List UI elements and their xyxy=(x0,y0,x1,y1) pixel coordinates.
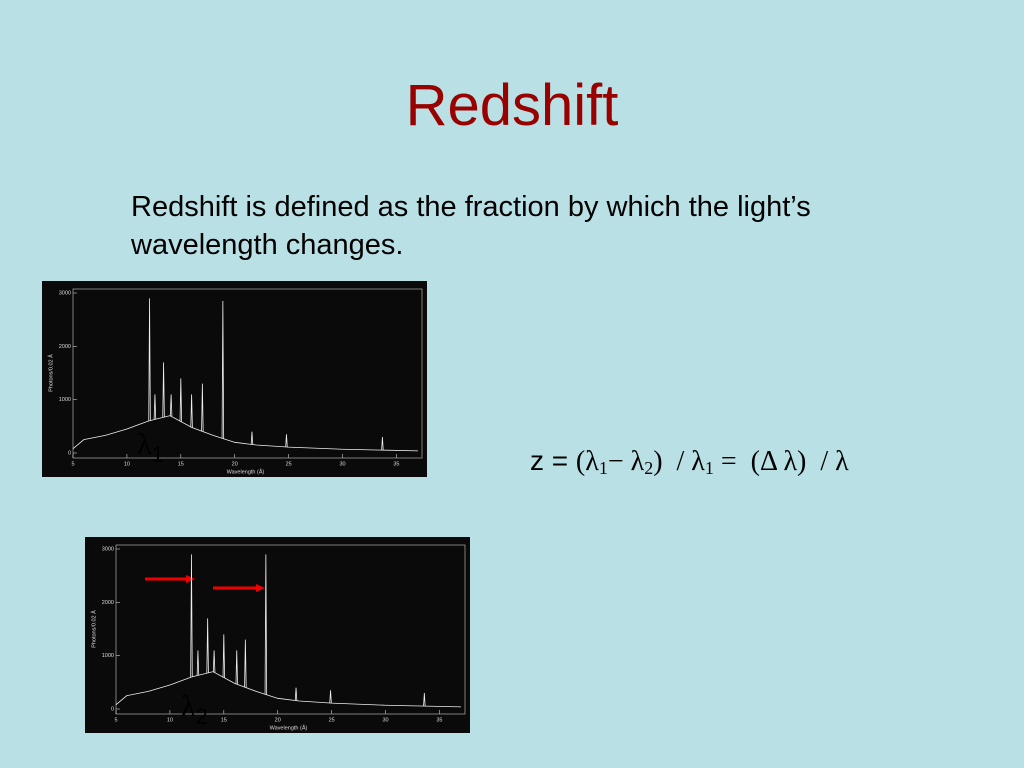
emission-line xyxy=(285,434,288,448)
formula-part: − λ xyxy=(607,446,645,477)
formula-part: (λ xyxy=(575,446,599,477)
x-tick-label: 30 xyxy=(382,717,388,723)
y-tick-label: 1000 xyxy=(102,653,114,659)
emission-line xyxy=(423,692,426,707)
emission-line xyxy=(190,554,193,678)
emission-line xyxy=(221,300,225,439)
formula-sub: 1 xyxy=(598,458,608,478)
lambda-marker: λ2 xyxy=(181,690,208,730)
emission-line xyxy=(329,690,332,704)
emission-line xyxy=(162,362,165,418)
formula-lead: z = xyxy=(530,445,576,476)
x-tick-label: 15 xyxy=(178,461,184,467)
y-tick-label: 2000 xyxy=(102,600,114,606)
emission-line xyxy=(148,298,151,421)
x-tick-label: 5 xyxy=(114,717,117,723)
arrow-head xyxy=(186,575,195,583)
y-tick-label: 2000 xyxy=(59,344,71,350)
slide-title: Redshift xyxy=(405,73,619,138)
spectrum-panel: 5 10 15 20 25 30 35 0 1000 2000 3000 Wavelength (Å)… xyxy=(42,281,427,477)
x-axis-label: Wavelength (Å) xyxy=(270,724,308,731)
emission-line xyxy=(264,554,268,695)
emission-line xyxy=(381,436,384,451)
emission-line xyxy=(196,650,200,676)
spectrum-panel: 5 10 15 20 25 30 35 0 1000 2000 3000 Wavelength (Å)… xyxy=(85,537,470,733)
formula-part: = (Δ λ) / λ xyxy=(713,446,849,477)
x-tick-label: 20 xyxy=(232,461,238,467)
x-tick-label: 35 xyxy=(436,717,442,723)
x-tick-label: 10 xyxy=(167,717,173,723)
marker-sub: 2 xyxy=(195,704,208,729)
x-tick-label: 25 xyxy=(329,717,335,723)
formula: z = (λ1− λ2) / λ1 = (Δ λ) / λ xyxy=(530,445,849,479)
arrow-head xyxy=(256,584,265,592)
x-tick-label: 5 xyxy=(71,461,74,467)
plot-frame xyxy=(72,288,423,459)
emission-line xyxy=(190,394,193,428)
arrows xyxy=(145,575,265,592)
y-tick-label: 1000 xyxy=(59,397,71,403)
emission-line xyxy=(206,618,209,674)
y-tick-label: 0 xyxy=(111,706,114,712)
continuum xyxy=(72,415,419,452)
emission-line xyxy=(153,394,157,420)
marker-sub: 1 xyxy=(151,442,164,467)
x-tick-label: 25 xyxy=(286,461,292,467)
x-axis-label: Wavelength (Å) xyxy=(227,468,265,475)
marker-symbol: λ xyxy=(137,428,152,461)
x-tick-label: 30 xyxy=(339,461,345,467)
emission-line xyxy=(250,431,254,445)
emission-line xyxy=(201,383,204,432)
emission-line xyxy=(244,639,247,688)
continuum xyxy=(115,671,462,708)
marker-symbol: λ xyxy=(181,690,196,723)
emission-line xyxy=(235,650,238,685)
emission-line xyxy=(294,687,298,701)
y-tick-label: 3000 xyxy=(102,546,114,552)
emission-line xyxy=(179,378,183,422)
emission-line xyxy=(169,394,173,417)
x-tick-label: 20 xyxy=(275,717,281,723)
emission-line xyxy=(212,650,216,673)
formula-sub: 1 xyxy=(704,458,714,478)
x-tick-label: 10 xyxy=(124,461,130,467)
y-axis-label: Photons/0.02 Å xyxy=(47,354,54,392)
x-tick-label: 35 xyxy=(393,461,399,467)
y-tick-label: 3000 xyxy=(59,290,71,296)
body-text: Redshift is defined as the fraction by w… xyxy=(131,191,811,261)
plot-frame xyxy=(115,544,466,715)
formula-sub: 2 xyxy=(644,458,654,478)
emission-line xyxy=(222,634,226,678)
x-tick-label: 15 xyxy=(221,717,227,723)
y-axis-label: Photons/0.02 Å xyxy=(90,610,97,648)
formula-part: ) / λ xyxy=(653,446,705,477)
lambda-marker: λ1 xyxy=(137,428,164,468)
y-tick-label: 0 xyxy=(68,450,71,456)
